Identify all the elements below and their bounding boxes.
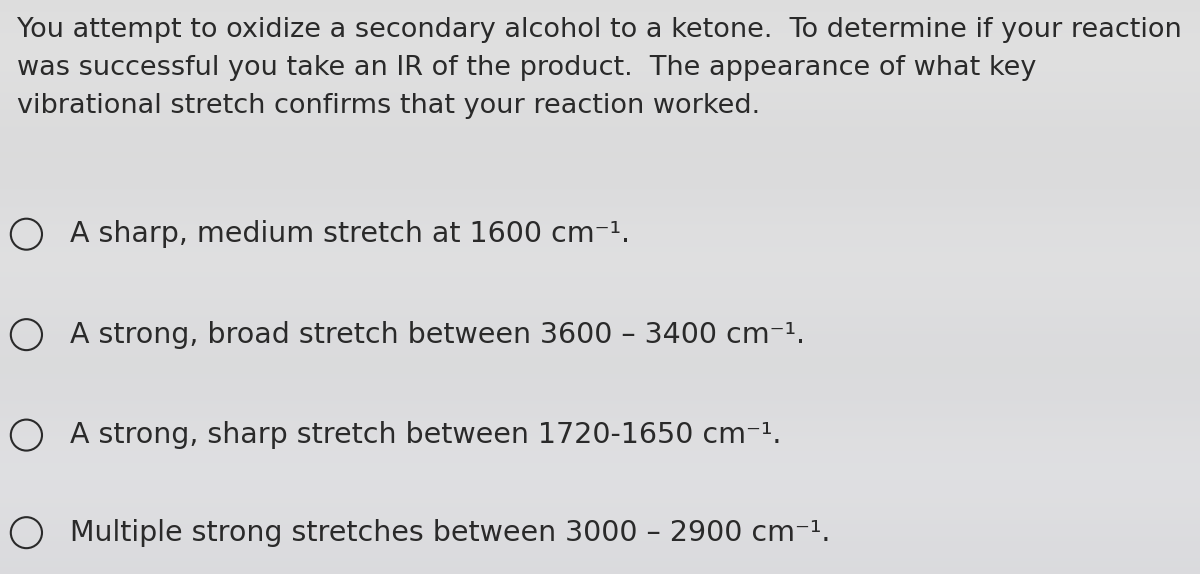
Text: A sharp, medium stretch at 1600 cm⁻¹.: A sharp, medium stretch at 1600 cm⁻¹. <box>70 220 630 248</box>
Text: Multiple strong stretches between 3000 – 2900 cm⁻¹.: Multiple strong stretches between 3000 –… <box>70 519 830 546</box>
Text: A strong, broad stretch between 3600 – 3400 cm⁻¹.: A strong, broad stretch between 3600 – 3… <box>70 321 805 348</box>
Text: A strong, sharp stretch between 1720-1650 cm⁻¹.: A strong, sharp stretch between 1720-165… <box>70 421 781 449</box>
Text: You attempt to oxidize a secondary alcohol to a ketone.  To determine if your re: You attempt to oxidize a secondary alcoh… <box>17 17 1182 119</box>
